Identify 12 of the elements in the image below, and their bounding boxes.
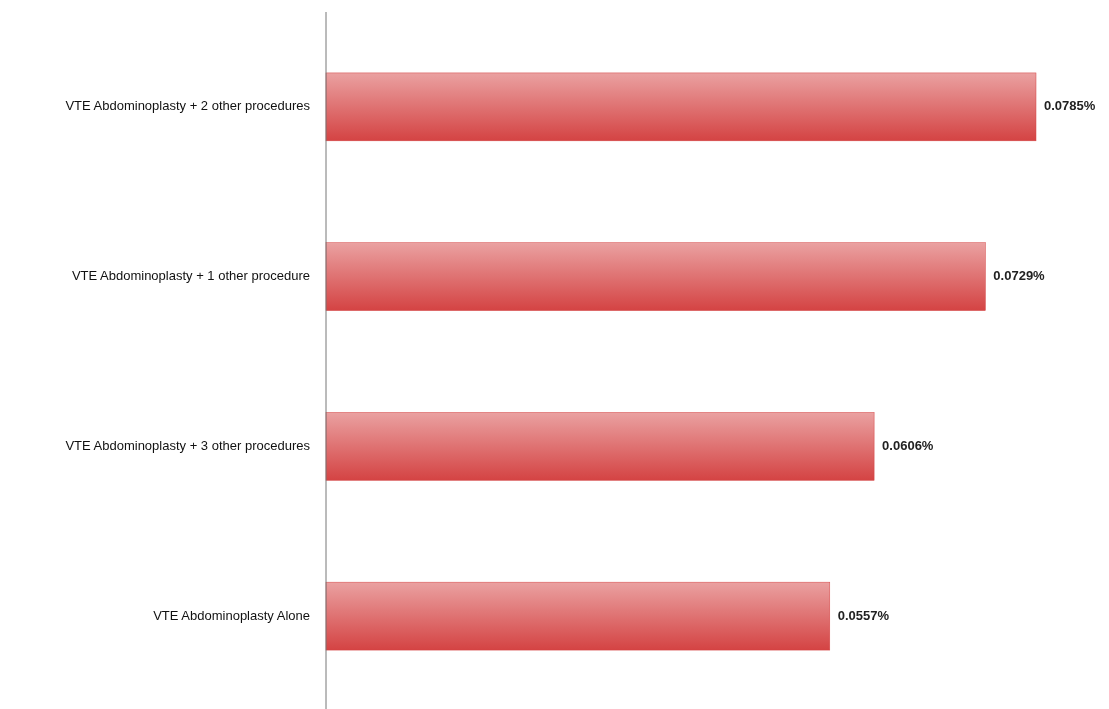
data-label: 0.0785% <box>1044 98 1096 114</box>
y-tick-label: VTE Abdominoplasty + 1 other procedure <box>71 268 310 284</box>
bar <box>325 72 1037 142</box>
bar <box>325 581 831 651</box>
data-label: 0.0729% <box>993 268 1046 284</box>
bar <box>325 242 986 311</box>
y-tick-label: VTE Abdominoplasty Alone <box>153 607 310 623</box>
data-label: 0.0606% <box>882 437 934 453</box>
bar <box>325 412 875 481</box>
y-tick-label: VTE Abdominoplasty + 3 other procedures <box>65 437 311 453</box>
data-label: 0.0557% <box>837 607 890 623</box>
y-tick-label: VTE Abdominoplasty + 2 other procedures <box>65 98 311 114</box>
